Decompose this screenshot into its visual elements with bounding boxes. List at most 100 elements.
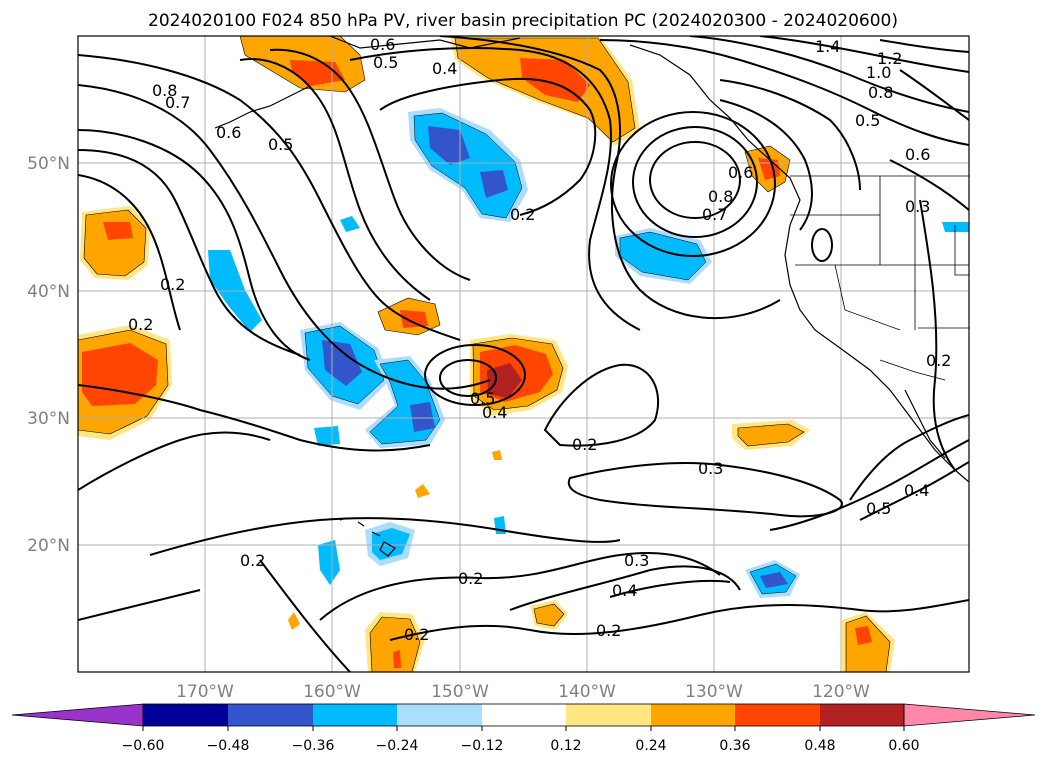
contour-line <box>719 99 813 231</box>
contour-label: 0.7 <box>165 93 190 112</box>
contour-label: 0.3 <box>698 459 723 478</box>
map-frame <box>77 35 970 673</box>
negative-patch <box>314 426 340 446</box>
contour-line <box>599 39 969 146</box>
negative-patch <box>619 231 707 281</box>
contour-labels: 0.6 0.5 0.4 0.8 0.7 0.6 0.5 1.4 1.2 1.0 … <box>128 35 951 644</box>
contour-line <box>149 517 621 556</box>
contour-label: 0.6 <box>728 163 753 182</box>
contour-label: 1.0 <box>866 63 891 82</box>
lon-label-150w: 150°W <box>431 682 489 702</box>
map-panel: 0.6 0.5 0.4 0.8 0.7 0.6 0.5 1.4 1.2 1.0 … <box>77 35 970 673</box>
coastline-aleutians <box>214 85 311 129</box>
contour-label: 0.2 <box>926 351 951 370</box>
colorbar-segment <box>397 704 482 726</box>
contour-line <box>269 48 471 281</box>
negative-patch <box>318 540 340 585</box>
contour-line <box>379 77 597 216</box>
positive-patch <box>393 650 401 668</box>
contour-label: 0.5 <box>855 111 880 130</box>
contour-line <box>879 39 969 53</box>
positive-patch <box>82 343 158 406</box>
positive-patch <box>492 450 502 460</box>
contour-label: 0.6 <box>370 35 395 54</box>
lat-label-20n: 20°N <box>27 536 70 556</box>
lon-label-140w: 140°W <box>558 682 616 702</box>
contour-label: 0.3 <box>624 551 649 570</box>
contour-label: 0.5 <box>866 499 891 518</box>
positive-patch <box>415 484 430 498</box>
lat-label-30n: 30°N <box>27 409 70 429</box>
contour-label: 0.2 <box>128 315 153 334</box>
border-us-states <box>790 176 969 331</box>
colorbar-tick-label: 0.24 <box>635 738 666 754</box>
contour-line <box>632 126 758 238</box>
contour-line <box>849 414 969 501</box>
colorbar-tick-label: 0.36 <box>719 738 750 754</box>
contour-label: 0.2 <box>404 625 429 644</box>
coastline-baja <box>904 389 946 459</box>
contour-line <box>759 36 969 73</box>
contour-line <box>78 174 181 331</box>
contour-label: 0.4 <box>904 481 929 500</box>
positive-patch <box>369 616 421 672</box>
contour-line <box>610 111 776 257</box>
pv-contours <box>78 36 969 672</box>
lon-label-120w: 120°W <box>812 682 870 702</box>
contour-line <box>543 363 660 447</box>
positive-patch <box>855 626 872 645</box>
latitude-labels: 50°N 40°N 30°N 20°N <box>27 154 70 556</box>
contour-label: 1.4 <box>815 37 840 56</box>
contour-line <box>609 579 731 598</box>
positive-patch <box>400 310 428 328</box>
colorbar: −0.60 −0.48 −0.36 −0.24 −0.12 0.12 0.24 … <box>11 703 1036 754</box>
colorbar-segment <box>651 704 735 726</box>
colorbar-segment <box>313 704 397 726</box>
positive-patch <box>487 363 522 398</box>
contour-line <box>78 129 311 361</box>
colorbar-segment <box>566 704 651 726</box>
contour-line <box>439 359 497 397</box>
contour-label: 0.2 <box>240 551 265 570</box>
positive-patch <box>288 612 300 630</box>
positive-patch <box>533 603 565 627</box>
contour-label: 0.4 <box>482 403 507 422</box>
colorbar-segment <box>482 704 566 726</box>
lon-label-160w: 160°W <box>303 682 361 702</box>
colorbar-tick-label: −0.24 <box>376 738 419 754</box>
contour-label: 0.8 <box>868 83 893 102</box>
positive-patch <box>737 423 805 447</box>
contour-label: 0.5 <box>470 389 495 408</box>
contour-label: 0.7 <box>702 205 727 224</box>
contour-line <box>319 551 721 621</box>
colorbar-tick-label: −0.60 <box>122 738 165 754</box>
contour-line <box>719 79 861 191</box>
contour-line <box>78 384 431 452</box>
contour-label: 0.5 <box>268 135 293 154</box>
negative-patch <box>480 170 508 198</box>
negative-patch <box>410 402 435 432</box>
lon-label-130w: 130°W <box>685 682 743 702</box>
contour-label: 0.2 <box>160 275 185 294</box>
contour-line <box>349 47 641 331</box>
colorbar-ticks: −0.60 −0.48 −0.36 −0.24 −0.12 0.12 0.24 … <box>122 726 920 754</box>
contour-line <box>649 141 741 219</box>
contour-label: 0.2 <box>596 621 621 640</box>
colorbar-segment <box>228 704 313 726</box>
coastline-north-america <box>629 44 969 483</box>
contour-line <box>389 599 969 641</box>
lon-label-170w: 170°W <box>176 682 234 702</box>
colorbar-segment <box>143 704 228 726</box>
contour-line <box>859 461 969 521</box>
positive-patch <box>103 222 133 240</box>
contour-label: 0.6 <box>905 145 930 164</box>
colorbar-tick-label: 0.48 <box>804 738 835 754</box>
contour-line <box>424 344 526 406</box>
colorbar-extend-low <box>11 703 144 727</box>
contour-label: 0.4 <box>612 581 637 600</box>
contour-label: 0.2 <box>458 569 483 588</box>
contour-line <box>78 589 201 621</box>
lat-label-40n: 40°N <box>27 282 70 302</box>
contour-label: 0.4 <box>432 59 457 78</box>
